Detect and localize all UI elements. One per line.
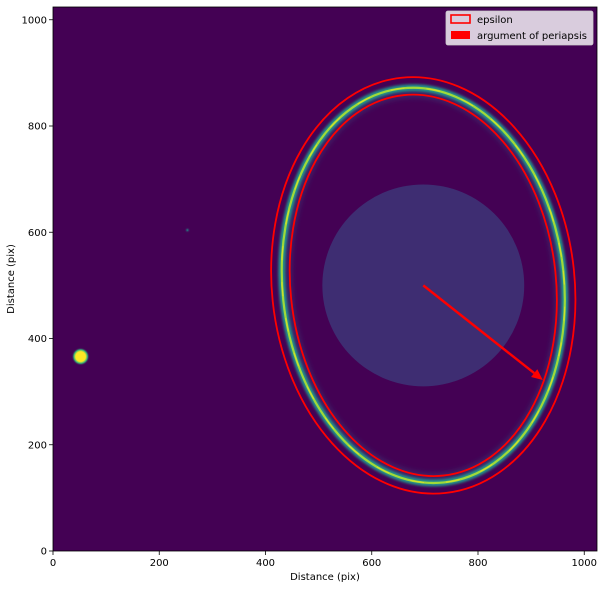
y-axis: 0 200 400 600 800 1000 [22,15,53,558]
y-tick-label: 600 [28,228,47,239]
y-tick-label: 0 [41,547,47,558]
x-tick-label: 200 [150,558,169,569]
x-tick-label: 0 [50,558,56,569]
y-axis-label: Distance (pix) [6,244,17,314]
y-tick-label: 1000 [22,15,47,26]
x-tick-label: 1000 [572,558,597,569]
legend-box [445,10,594,46]
x-tick-label: 600 [362,558,381,569]
legend-epsilon-swatch [450,14,471,24]
legend: epsilon argument of periapsis [445,10,594,46]
plot-area [52,6,598,552]
bright-spot [71,347,90,366]
periapsis-arrow-head [531,369,543,380]
x-tick-label: 800 [468,558,487,569]
x-tick-label: 400 [256,558,275,569]
overlay-layer [270,76,577,495]
ring-highlight [281,87,566,484]
y-tick-label: 800 [28,122,47,133]
plot-frame [52,6,598,552]
x-axis-label: Distance (pix) [290,572,360,583]
periapsis-arrow-shaft [422,284,535,375]
epsilon-ellipse-1 [288,93,558,477]
epsilon-ellipse-0 [270,76,577,495]
legend-epsilon-label: epsilon [477,15,513,26]
y-tick-label: 200 [28,440,47,451]
legend-periapsis-swatch [451,31,470,39]
faint-spot [184,227,191,234]
legend-periapsis-label: argument of periapsis [477,31,587,42]
x-axis: 0 200 400 600 800 1000 [50,551,597,569]
y-tick-label: 400 [28,334,47,345]
